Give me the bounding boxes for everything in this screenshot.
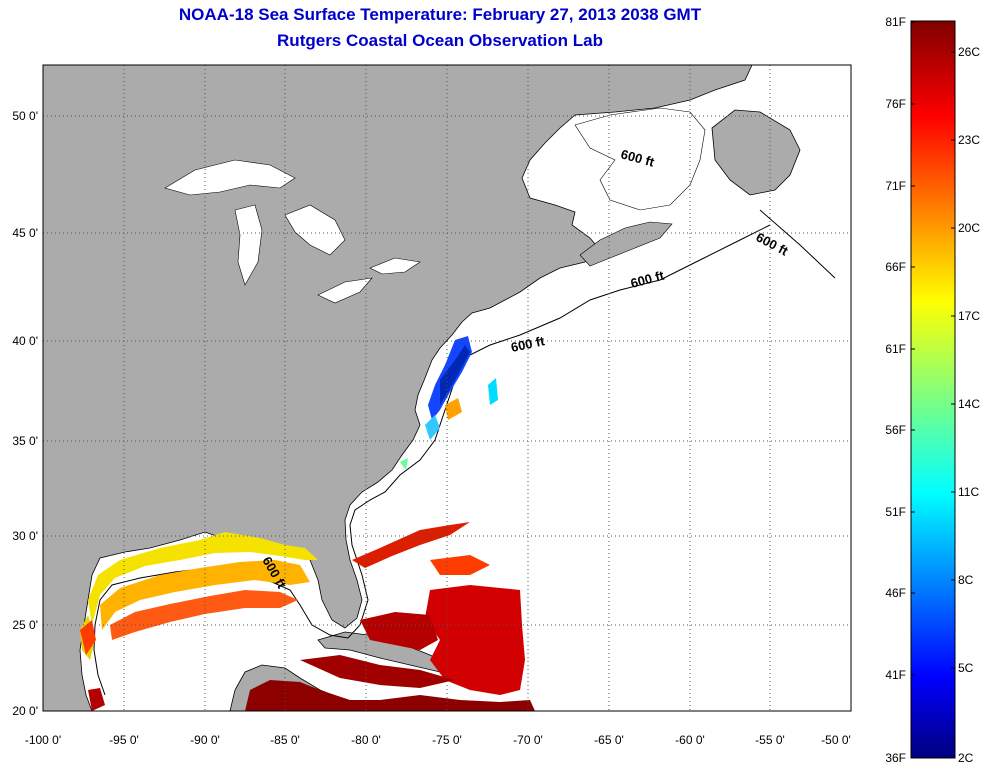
lon-tick: -100 0' xyxy=(25,733,61,747)
colorbar-c-label: 20C xyxy=(958,221,980,235)
lon-tick: -60 0' xyxy=(675,733,705,747)
colorbar-c-label: 26C xyxy=(958,45,980,59)
depth-label-midatlantic: 600 ft xyxy=(510,333,547,355)
map-frame xyxy=(42,64,852,712)
lon-tick: -80 0' xyxy=(351,733,381,747)
lon-tick: -55 0' xyxy=(755,733,785,747)
colorbar-f-label: 46F xyxy=(885,586,906,600)
lon-tick: -95 0' xyxy=(109,733,139,747)
lat-tick: 25 0' xyxy=(12,618,38,632)
colorbar-f-label: 81F xyxy=(885,15,906,29)
lat-tick: 20 0' xyxy=(12,704,38,718)
lon-tick: -90 0' xyxy=(190,733,220,747)
sst-atlantic-warm xyxy=(352,522,525,695)
colorbar-f-label: 56F xyxy=(885,423,906,437)
lat-tick: 50 0' xyxy=(12,109,38,123)
colorbar-gradient xyxy=(910,20,956,759)
map-subtitle: Rutgers Coastal Ocean Observation Lab xyxy=(277,31,603,50)
lon-tick: -65 0' xyxy=(594,733,624,747)
colorbar-c-label: 8C xyxy=(958,573,974,587)
latitude-axis: 20 0' 25 0' 30 0' 35 0' 40 0' 45 0' 50 0… xyxy=(12,109,38,718)
lon-tick: -85 0' xyxy=(270,733,300,747)
sst-mexico-coast xyxy=(80,620,105,711)
colorbar-f-label: 61F xyxy=(885,342,906,356)
colorbar-c-label: 17C xyxy=(958,309,980,323)
lon-tick: -75 0' xyxy=(432,733,462,747)
lat-tick: 35 0' xyxy=(12,434,38,448)
lon-tick: -70 0' xyxy=(513,733,543,747)
map-title: NOAA-18 Sea Surface Temperature: Februar… xyxy=(178,5,702,24)
shelf-contour-600ft xyxy=(93,209,836,696)
newfoundland-island xyxy=(711,109,801,196)
colorbar-c-label: 5C xyxy=(958,661,974,675)
colorbar-f-label: 36F xyxy=(885,751,906,765)
gulf-st-lawrence xyxy=(574,107,706,211)
longitude-axis: -100 0' -95 0' -90 0' -85 0' -80 0' -75 … xyxy=(25,733,851,747)
north-america-land xyxy=(43,65,753,711)
colorbar-c-label: 11C xyxy=(958,485,979,499)
colorbar-c-label: 23C xyxy=(958,133,980,147)
colorbar-f-label: 51F xyxy=(885,505,906,519)
colorbar-f-label: 41F xyxy=(885,668,906,682)
lon-tick: -50 0' xyxy=(821,733,851,747)
lat-tick: 30 0' xyxy=(12,529,38,543)
lat-tick: 40 0' xyxy=(12,334,38,348)
graticule xyxy=(43,65,851,711)
lake-michigan-huron xyxy=(234,204,346,286)
lat-tick: 45 0' xyxy=(12,226,38,240)
nova-scotia xyxy=(579,221,673,267)
colorbar-c-label: 14C xyxy=(958,397,980,411)
sst-caribbean xyxy=(245,655,535,711)
colorbar-f-label: 66F xyxy=(885,260,906,274)
colorbar-f-label: 76F xyxy=(885,97,906,111)
colorbar-c-label: 2C xyxy=(958,751,974,765)
temperature-colorbar: 81F 76F 71F 66F 61F 56F 51F 46F 41F 36F … xyxy=(885,15,980,765)
colorbar-f-label: 71F xyxy=(885,179,906,193)
